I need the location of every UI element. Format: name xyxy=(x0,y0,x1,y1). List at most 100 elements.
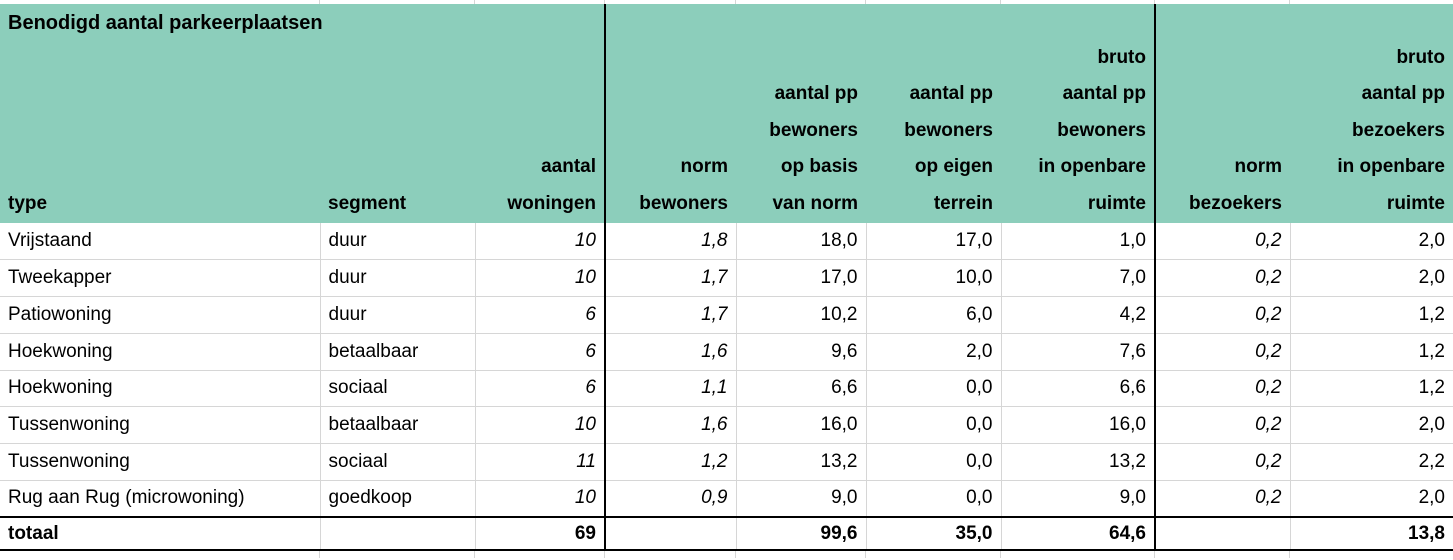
total-cell-aantal-pp-bewoners-op-basis-van-norm[interactable]: 99,6 xyxy=(735,517,866,551)
cell-aantal-pp-bewoners-op-eigen-terrein[interactable]: 10,0 xyxy=(865,259,1001,297)
cell-aantal-woningen[interactable]: 10 xyxy=(474,223,605,260)
cell-type[interactable]: Patiowoning xyxy=(0,296,320,334)
cell-bruto-aantal-pp-bewoners-in-openbare-ruimte[interactable]: 7,0 xyxy=(1000,259,1155,297)
cell-type[interactable]: Vrijstaand xyxy=(8,230,92,252)
cell-aantal-pp-bewoners-op-basis-van-norm[interactable]: 6,6 xyxy=(735,369,866,407)
cell-norm-bezoekers[interactable]: 0,2 xyxy=(1154,223,1290,260)
title-spacer-bewoners[interactable] xyxy=(604,4,1155,40)
cell-segment[interactable]: betaalbaar xyxy=(319,406,475,444)
cell-norm-bewoners[interactable]: 1,8 xyxy=(604,223,736,260)
total-cell-bruto-aantal-pp-bewoners-in-openbare-ruimte[interactable]: 64,6 xyxy=(1000,517,1155,551)
cell-bruto-aantal-pp-bezoekers-in-openbare-ruimte[interactable]: 2,0 xyxy=(1289,406,1453,444)
cell-aantal-pp-bewoners-op-eigen-terrein[interactable]: 0,0 xyxy=(865,406,1001,444)
cell-norm-bezoekers[interactable]: 0,2 xyxy=(1154,332,1290,371)
title-spacer-bezoekers[interactable] xyxy=(1154,4,1453,40)
cell-aantal-pp-bewoners-op-eigen-terrein[interactable]: 17,0 xyxy=(865,223,1001,260)
cell-bruto-aantal-pp-bezoekers-in-openbare-ruimte[interactable]: 2,2 xyxy=(1289,443,1453,481)
cell-norm-bewoners[interactable]: 1,7 xyxy=(604,296,736,334)
table-body: Vrijstaand duur 10 1,8 18,0 17,0 1,0 0,2 2,0 Twee… xyxy=(0,223,1453,518)
cell-segment[interactable]: duur xyxy=(319,223,475,260)
cell-aantal-woningen[interactable]: 10 xyxy=(474,479,605,518)
cell-norm-bewoners[interactable]: 1,2 xyxy=(604,443,736,481)
cell-norm-bewoners[interactable]: 1,6 xyxy=(604,332,736,371)
gridline-strip-cell xyxy=(605,0,736,4)
cell-segment[interactable]: goedkoop xyxy=(319,479,475,518)
cell-aantal-pp-bewoners-op-eigen-terrein[interactable]: 6,0 xyxy=(865,296,1001,334)
cell-aantal-woningen[interactable]: 10 xyxy=(474,406,605,444)
cell-bruto-aantal-pp-bezoekers-in-openbare-ruimte[interactable]: 1,2 xyxy=(1289,296,1453,334)
cell-aantal-woningen[interactable]: 6 xyxy=(474,332,605,371)
cell-norm-bewoners[interactable]: 0,9 xyxy=(604,479,736,518)
cell-norm-bewoners[interactable]: 1,1 xyxy=(604,369,736,407)
total-cell-segment[interactable] xyxy=(319,517,475,551)
cell-type[interactable]: Tweekapper xyxy=(0,259,320,297)
total-cell-type[interactable]: totaal xyxy=(8,522,59,544)
cell-aantal-pp-bewoners-op-basis-van-norm[interactable]: 16,0 xyxy=(735,406,866,444)
cell-aantal-pp-bewoners-op-eigen-terrein[interactable]: 0,0 xyxy=(865,479,1001,518)
table-row: Hoekwoning betaalbaar 6 1,6 9,6 2,0 7,6 0,2 1,2 xyxy=(0,332,1453,371)
cell-bruto-aantal-pp-bezoekers-in-openbare-ruimte[interactable]: 2,0 xyxy=(1289,479,1453,518)
cell-type[interactable]: Tussenwoning xyxy=(0,443,320,481)
column-header-aantal-pp-bewoners-op-eigen-terrein[interactable]: aantal pp bewoners op eigen terrein xyxy=(866,40,1001,224)
cell-norm-bezoekers[interactable]: 0,2 xyxy=(1154,479,1290,518)
column-header-bruto-aantal-pp-bezoekers-in-openbare-ruimte[interactable]: bruto aantal pp bezoekers in openbare ru… xyxy=(1290,40,1453,224)
cell-segment[interactable]: duur xyxy=(319,296,475,334)
cell-aantal-woningen[interactable]: 11 xyxy=(474,443,605,481)
cell-aantal-woningen[interactable]: 6 xyxy=(474,296,605,334)
cell-segment[interactable]: sociaal xyxy=(319,369,475,407)
column-header-aantal-woningen[interactable]: aantal woningen xyxy=(475,40,605,224)
cell-type[interactable]: Tussenwoning xyxy=(0,406,320,444)
cell-aantal-pp-bewoners-op-basis-van-norm[interactable]: 13,2 xyxy=(735,443,866,481)
cell-bruto-aantal-pp-bewoners-in-openbare-ruimte[interactable]: 9,0 xyxy=(1000,479,1155,518)
cell-aantal-pp-bewoners-op-eigen-terrein[interactable]: 0,0 xyxy=(865,369,1001,407)
cell-norm-bezoekers[interactable]: 0,2 xyxy=(1154,443,1290,481)
cell-norm-bewoners[interactable]: 1,6 xyxy=(604,406,736,444)
title-cell[interactable]: Benodigd aantal parkeerplaatsen xyxy=(0,4,605,40)
total-cell-norm-bewoners[interactable] xyxy=(604,517,736,551)
cell-type[interactable]: Rug aan Rug (microwoning) xyxy=(0,479,320,518)
cell-bruto-aantal-pp-bewoners-in-openbare-ruimte[interactable]: 16,0 xyxy=(1000,406,1155,444)
cell-bruto-aantal-pp-bezoekers-in-openbare-ruimte[interactable]: 1,2 xyxy=(1289,369,1453,407)
cell-aantal-pp-bewoners-op-eigen-terrein[interactable]: 0,0 xyxy=(865,443,1001,481)
cell-segment[interactable]: betaalbaar xyxy=(319,332,475,371)
cell-bruto-aantal-pp-bewoners-in-openbare-ruimte[interactable]: 6,6 xyxy=(1000,369,1155,407)
total-cell-bruto-aantal-pp-bezoekers-in-openbare-ruimte[interactable]: 13,8 xyxy=(1289,517,1453,551)
gridline-strip-cell xyxy=(866,551,1001,559)
cell-bruto-aantal-pp-bewoners-in-openbare-ruimte[interactable]: 13,2 xyxy=(1000,443,1155,481)
cell-aantal-pp-bewoners-op-basis-van-norm[interactable]: 17,0 xyxy=(735,259,866,297)
column-header-type[interactable]: type xyxy=(0,40,320,224)
gridline-strip-cell xyxy=(736,551,866,559)
total-cell-aantal-pp-bewoners-op-eigen-terrein[interactable]: 35,0 xyxy=(865,517,1001,551)
column-header-norm-bezoekers[interactable]: norm bezoekers xyxy=(1154,40,1290,224)
cell-bruto-aantal-pp-bewoners-in-openbare-ruimte[interactable]: 7,6 xyxy=(1000,332,1155,371)
cell-segment[interactable]: duur xyxy=(319,259,475,297)
cell-bruto-aantal-pp-bezoekers-in-openbare-ruimte[interactable]: 2,0 xyxy=(1289,223,1453,260)
cell-aantal-pp-bewoners-op-basis-van-norm[interactable]: 10,2 xyxy=(735,296,866,334)
cell-norm-bezoekers[interactable]: 0,2 xyxy=(1154,259,1290,297)
cell-bruto-aantal-pp-bezoekers-in-openbare-ruimte[interactable]: 2,0 xyxy=(1289,259,1453,297)
cell-norm-bezoekers[interactable]: 0,2 xyxy=(1154,296,1290,334)
cell-aantal-woningen[interactable]: 6 xyxy=(474,369,605,407)
cell-aantal-pp-bewoners-op-basis-van-norm[interactable]: 18,0 xyxy=(735,223,866,260)
column-header-aantal-pp-bewoners-op-basis-van-norm[interactable]: aantal pp bewoners op basis van norm xyxy=(736,40,866,224)
cell-bruto-aantal-pp-bezoekers-in-openbare-ruimte[interactable]: 1,2 xyxy=(1289,332,1453,371)
cell-bruto-aantal-pp-bewoners-in-openbare-ruimte[interactable]: 4,2 xyxy=(1000,296,1155,334)
cell-type[interactable]: Hoekwoning xyxy=(0,369,320,407)
cell-norm-bezoekers[interactable]: 0,2 xyxy=(1154,369,1290,407)
column-header-norm-bewoners[interactable]: norm bewoners xyxy=(604,40,736,224)
column-header-bruto-aantal-pp-bewoners-in-openbare-ruimte[interactable]: bruto aantal pp bewoners in openbare rui… xyxy=(1001,40,1155,224)
gridline-strip-cell xyxy=(1155,0,1290,4)
column-header-segment[interactable]: segment xyxy=(320,40,475,224)
cell-segment[interactable]: sociaal xyxy=(319,443,475,481)
cell-aantal-pp-bewoners-op-basis-van-norm[interactable]: 9,6 xyxy=(735,332,866,371)
total-cell-aantal-woningen[interactable]: 69 xyxy=(474,517,605,551)
cell-bruto-aantal-pp-bewoners-in-openbare-ruimte[interactable]: 1,0 xyxy=(1000,223,1155,260)
cell-type[interactable]: Hoekwoning xyxy=(0,332,320,371)
total-cell-norm-bezoekers[interactable] xyxy=(1154,517,1290,551)
cell-aantal-pp-bewoners-op-eigen-terrein[interactable]: 2,0 xyxy=(865,332,1001,371)
cell-aantal-pp-bewoners-op-basis-van-norm[interactable]: 9,0 xyxy=(735,479,866,518)
cell-aantal-woningen[interactable]: 10 xyxy=(474,259,605,297)
cell-norm-bezoekers[interactable]: 0,2 xyxy=(1154,406,1290,444)
cell-norm-bewoners[interactable]: 1,7 xyxy=(604,259,736,297)
